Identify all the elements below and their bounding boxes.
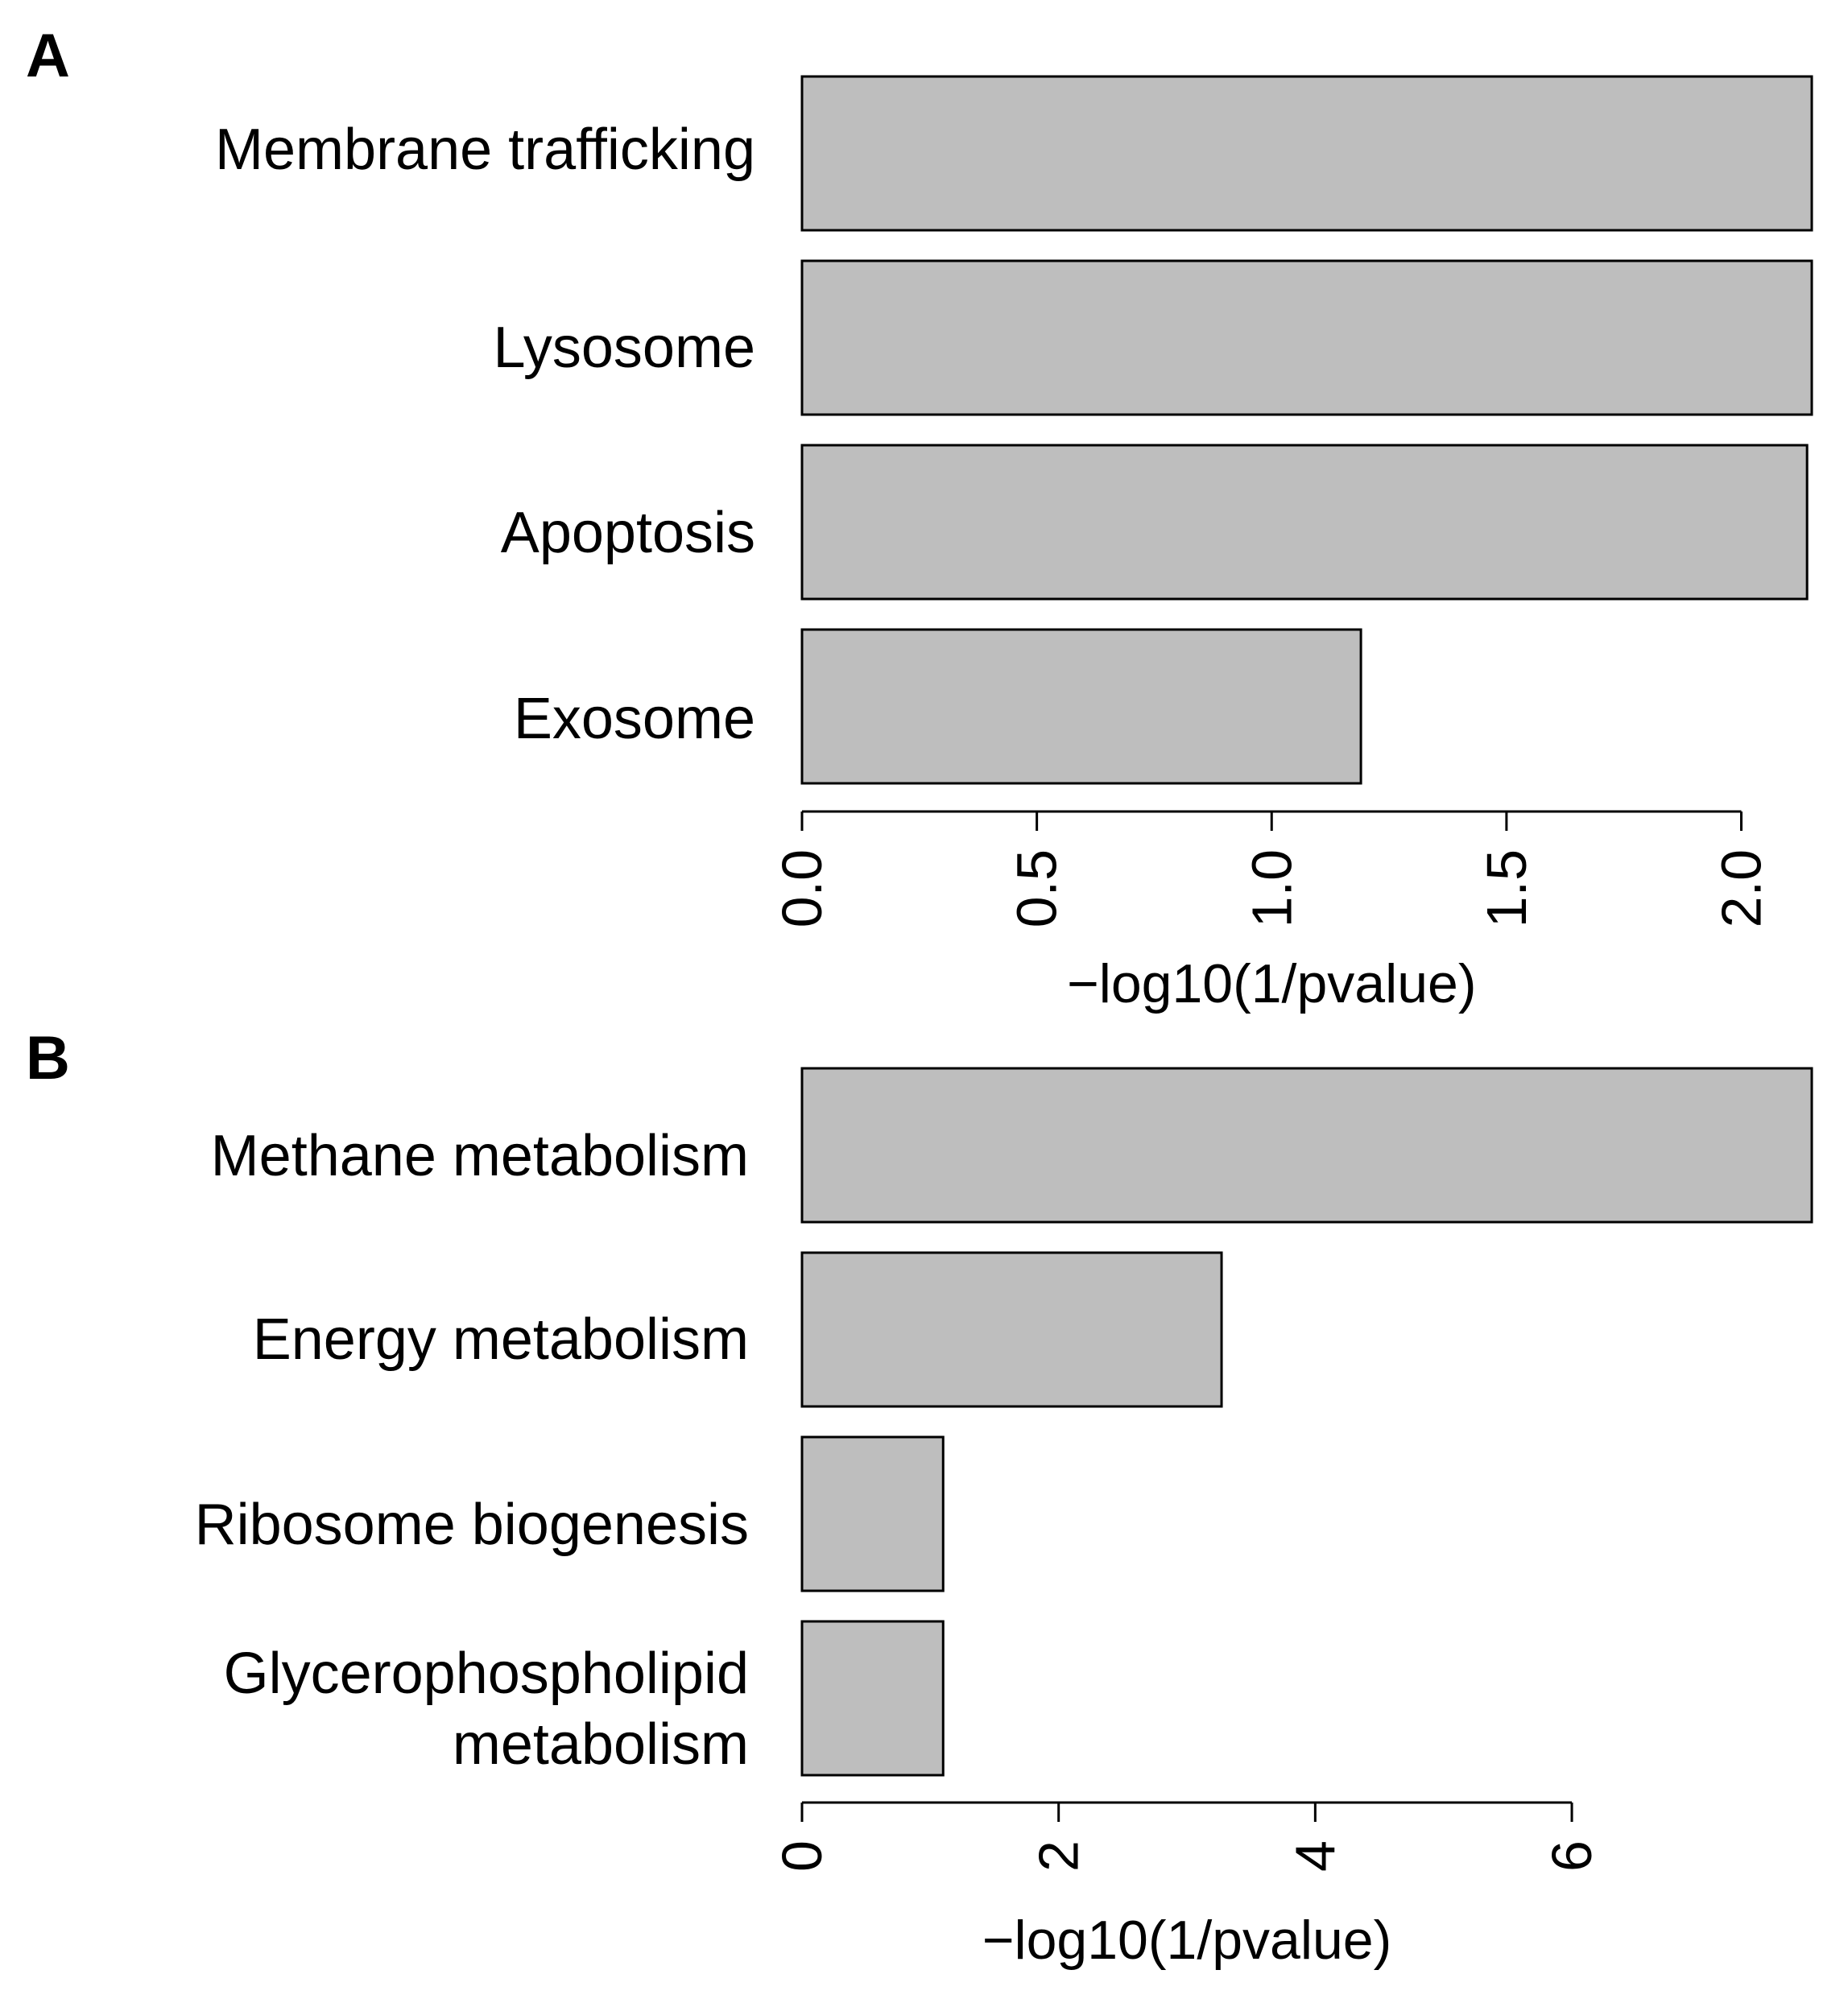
- x-axis-title: −log10(1/pvalue): [982, 1910, 1391, 1971]
- category-label: Apoptosis: [501, 501, 755, 565]
- bar: [800, 1251, 1223, 1408]
- bar: [800, 628, 1362, 785]
- panel-label: A: [26, 22, 70, 90]
- x-tick-label: 1.5: [1475, 849, 1538, 927]
- category-label: Exosome: [514, 687, 755, 751]
- x-tick-label: 0.0: [771, 849, 833, 927]
- x-tick-label: 4: [1284, 1840, 1346, 1872]
- category-label: Membrane trafficking: [215, 118, 755, 182]
- category-label: Ribosome biogenesis: [195, 1493, 749, 1557]
- x-tick-label: 1.0: [1240, 849, 1303, 927]
- x-tick-label: 2.0: [1710, 849, 1773, 927]
- category-label: metabolism: [453, 1712, 749, 1777]
- category-label: Energy metabolism: [253, 1307, 749, 1372]
- category-label: Methane metabolism: [211, 1124, 749, 1188]
- x-axis-title: −log10(1/pvalue): [1067, 953, 1476, 1014]
- bar: [800, 1620, 945, 1777]
- bar: [800, 75, 1813, 232]
- category-label: Lysosome: [494, 316, 755, 380]
- x-tick-label: 0.5: [1006, 849, 1069, 927]
- chart-panel-a: A Membrane trafficking Lysosome Apoptosis Ex…: [26, 22, 1813, 1014]
- bar: [800, 259, 1813, 416]
- panel-label: B: [26, 1024, 70, 1092]
- category-label: Glycerophospholipid: [224, 1642, 749, 1706]
- bar: [800, 444, 1809, 601]
- x-tick-label: 2: [1027, 1840, 1090, 1872]
- x-tick-label: 6: [1540, 1840, 1603, 1872]
- x-tick-label: 0: [771, 1840, 833, 1872]
- chart-panel-b: B Methane metabolism Energy metabolism Ribo…: [26, 1024, 1813, 1971]
- bar: [800, 1435, 945, 1592]
- bar: [800, 1067, 1813, 1224]
